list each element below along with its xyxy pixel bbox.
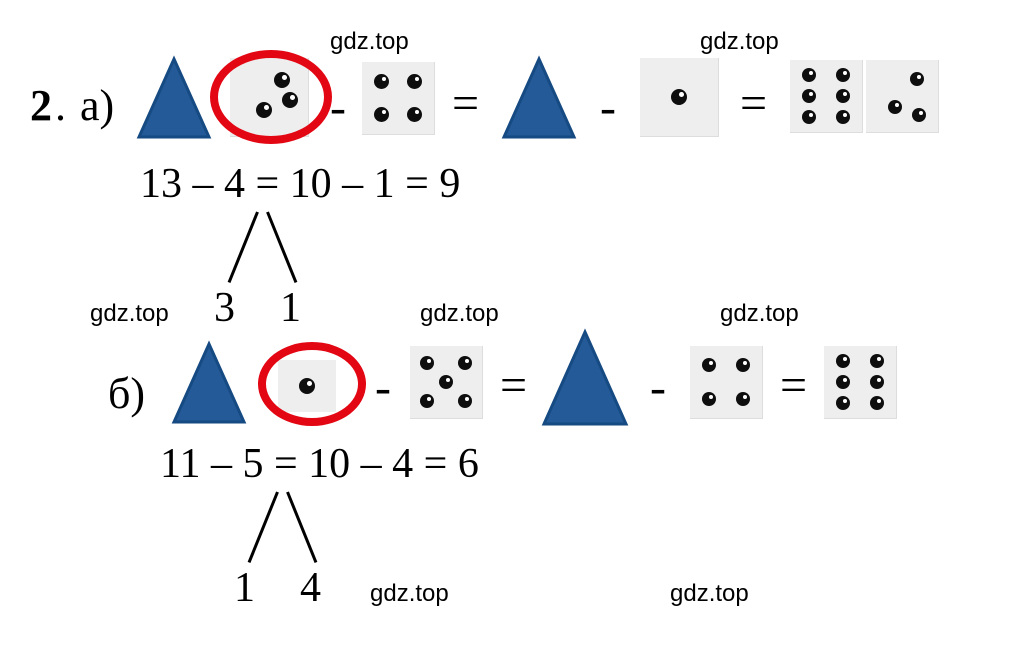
- equals-operator: =: [780, 358, 807, 413]
- triangle-icon: [500, 55, 578, 141]
- watermark: gdz.top: [420, 300, 499, 328]
- watermark: gdz.top: [370, 580, 449, 608]
- die-6: [824, 346, 897, 419]
- minus-operator: -: [330, 80, 346, 135]
- split-a-right: 1: [280, 284, 301, 332]
- triangle-icon: [135, 55, 213, 141]
- die-6: [790, 60, 863, 133]
- die-5: [410, 346, 483, 419]
- red-circle-icon: [210, 50, 332, 144]
- equation-a: 13 – 4 = 10 – 1 = 9: [140, 160, 460, 208]
- equals-operator: =: [740, 76, 767, 131]
- problem-dot: .: [55, 80, 66, 131]
- equals-operator: =: [452, 76, 479, 131]
- triangle-icon: [540, 328, 630, 428]
- row-b-letter: б): [108, 368, 145, 419]
- split-b-right: 4: [300, 564, 321, 612]
- problem-number: 2: [30, 80, 52, 131]
- minus-operator: -: [375, 360, 391, 415]
- minus-operator: -: [600, 80, 616, 135]
- die-4: [362, 62, 435, 135]
- split-line: [248, 491, 279, 563]
- die-4: [690, 346, 763, 419]
- red-circle-icon: [258, 342, 366, 426]
- split-b-left: 1: [234, 564, 255, 612]
- row-a-letter: а): [80, 80, 114, 131]
- watermark: gdz.top: [700, 28, 779, 56]
- die-1: [640, 58, 719, 137]
- split-line: [228, 211, 259, 283]
- split-line: [286, 491, 317, 563]
- watermark: gdz.top: [720, 300, 799, 328]
- watermark: gdz.top: [670, 580, 749, 608]
- equation-b: 11 – 5 = 10 – 4 = 6: [160, 440, 479, 488]
- triangle-icon: [170, 340, 248, 426]
- split-line: [266, 211, 297, 283]
- minus-operator: -: [650, 360, 666, 415]
- watermark: gdz.top: [90, 300, 169, 328]
- watermark: gdz.top: [330, 28, 409, 56]
- split-a-left: 3: [214, 284, 235, 332]
- equals-operator: =: [500, 358, 527, 413]
- die-3: [866, 60, 939, 133]
